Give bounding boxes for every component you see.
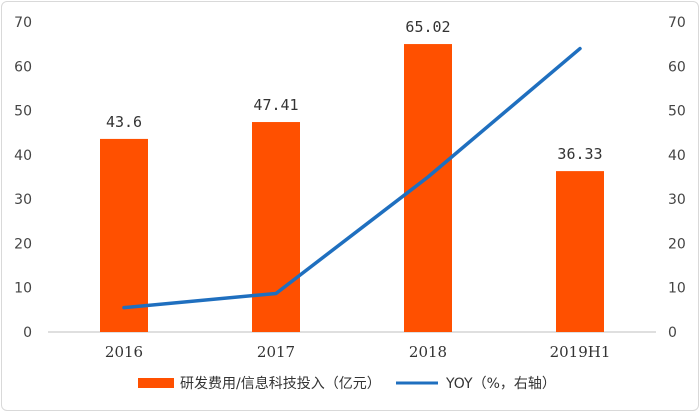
category-2018: 2018: [409, 343, 447, 361]
bar-label-2018: 65.02: [405, 18, 450, 36]
y-right-tick-50: 50: [668, 104, 686, 120]
category-2016: 2016: [105, 343, 143, 361]
bar-2019H1: [556, 171, 604, 332]
bar-2016: [100, 138, 148, 332]
legend-line-label: YOY（%，右轴）: [445, 376, 556, 392]
y-left-tick-0: 0: [23, 325, 32, 341]
x-axis-categories: 2016 2017 2018 2019H1: [105, 343, 611, 361]
y-axis-right: 0 10 20 30 40 50 60 70: [668, 15, 686, 341]
y-left-tick-30: 30: [14, 192, 32, 208]
yoy-line: [122, 46, 582, 310]
legend-bar-label: 研发费用/信息科技投入（亿元）: [180, 375, 381, 392]
y-right-tick-30: 30: [668, 192, 686, 208]
y-right-tick-40: 40: [668, 148, 686, 164]
bar-data-labels: 43.6 47.41 65.02 36.33: [106, 18, 603, 163]
y-axis-left: 0 10 20 30 40 50 60 70: [14, 15, 32, 341]
y-left-tick-20: 20: [14, 236, 32, 252]
bar-series: [100, 44, 604, 332]
bar-2017: [252, 122, 300, 332]
category-2019H1: 2019H1: [550, 343, 611, 361]
legend-bar-swatch: [138, 378, 174, 388]
y-right-tick-70: 70: [668, 15, 686, 31]
y-right-tick-0: 0: [668, 325, 677, 341]
y-left-tick-70: 70: [14, 15, 32, 31]
y-right-tick-60: 60: [668, 59, 686, 75]
y-left-tick-50: 50: [14, 104, 32, 120]
bar-label-2019H1: 36.33: [557, 145, 602, 163]
y-left-tick-60: 60: [14, 59, 32, 75]
category-2017: 2017: [257, 343, 295, 361]
y-left-tick-10: 10: [14, 281, 32, 297]
line-series: [122, 46, 582, 310]
y-right-tick-20: 20: [668, 236, 686, 252]
bar-label-2016: 43.6: [106, 113, 142, 131]
legend: 研发费用/信息科技投入（亿元） YOY（%，右轴）: [138, 375, 556, 392]
y-right-tick-10: 10: [668, 281, 686, 297]
y-left-tick-40: 40: [14, 148, 32, 164]
bar-label-2017: 47.41: [253, 96, 298, 114]
